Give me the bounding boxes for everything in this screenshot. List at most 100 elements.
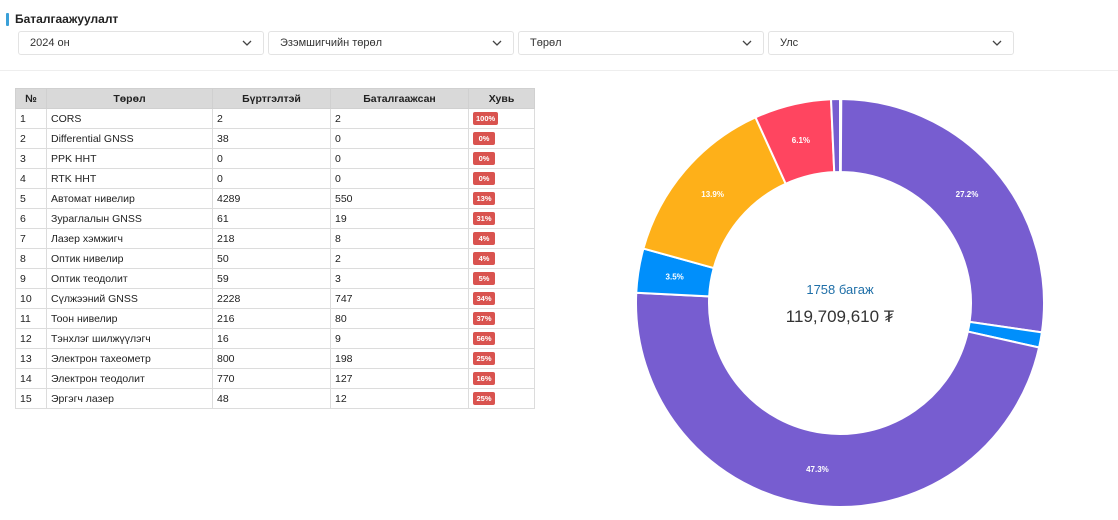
row-number-cell: 1 — [15, 108, 47, 129]
row-number-cell: 4 — [15, 168, 47, 189]
row-certified-cell: 2 — [330, 248, 469, 269]
row-registered-cell: 4289 — [212, 188, 331, 209]
row-registered-cell: 38 — [212, 128, 331, 149]
row-number-cell: 9 — [15, 268, 47, 289]
donut-slice[interactable] — [635, 291, 1041, 508]
row-number-cell: 7 — [15, 228, 47, 249]
ratio-badge: 4% — [473, 252, 495, 265]
row-number-cell: 11 — [15, 308, 47, 329]
year-select-value: 2024 он — [30, 37, 70, 49]
row-type-cell: Электрон тахеометр — [46, 348, 213, 369]
owner-type-select[interactable]: Эзэмшигчийн төрөл — [268, 31, 514, 55]
total-amount-label: 119,709,610 ₮ — [785, 307, 895, 326]
row-type-cell: Differential GNSS — [46, 128, 213, 149]
table-row: 1 CORS 2 2 100% — [15, 108, 535, 129]
row-ratio-cell: 100% — [468, 108, 535, 129]
slice-label: 27.2% — [956, 190, 979, 199]
row-number-cell: 15 — [15, 388, 47, 409]
row-ratio-cell: 25% — [468, 388, 535, 409]
chevron-down-icon — [242, 40, 252, 46]
table-header-row: № Төрөл Бүртгэлтэй Баталгаажсан Хувь — [15, 88, 535, 109]
row-number-cell: 6 — [15, 208, 47, 229]
table-row: 10 Сүлжээний GNSS 2228 747 34% — [15, 288, 535, 309]
row-registered-cell: 800 — [212, 348, 331, 369]
row-number-cell: 5 — [15, 188, 47, 209]
table-row: 15 Эргэгч лазер 48 12 25% — [15, 388, 535, 409]
donut-chart: 27.2% 47.3% 3.5% 13.9% 6.1% — [635, 97, 1045, 508]
row-number-cell: 8 — [15, 248, 47, 269]
filter-bar: 2024 он Эзэмшигчийн төрөл Төрөл Улс — [18, 31, 1014, 55]
year-select[interactable]: 2024 он — [18, 31, 264, 55]
table-row: 6 Зураглалын GNSS 61 19 31% — [15, 208, 535, 229]
row-type-cell: Эргэгч лазер — [46, 388, 213, 409]
ratio-badge: 0% — [473, 152, 495, 165]
row-number-cell: 13 — [15, 348, 47, 369]
chevron-down-icon — [742, 40, 752, 46]
row-type-cell: Зураглалын GNSS — [46, 208, 213, 229]
table-row: 3 PPK ННТ 0 0 0% — [15, 148, 535, 169]
row-type-cell: Оптик теодолит — [46, 268, 213, 289]
row-type-cell: RTK ННТ — [46, 168, 213, 189]
instrument-count-label: 1758 багаж — [806, 282, 874, 297]
section-header: Баталгаажуулалт — [6, 12, 118, 26]
table-row: 2 Differential GNSS 38 0 0% — [15, 128, 535, 149]
column-header-certified: Баталгаажсан — [330, 88, 469, 109]
ratio-badge: 16% — [473, 372, 495, 385]
type-select[interactable]: Төрөл — [518, 31, 764, 55]
ratio-badge: 56% — [473, 332, 495, 345]
row-ratio-cell: 4% — [468, 228, 535, 249]
ratio-badge: 31% — [473, 212, 495, 225]
type-select-value: Төрөл — [530, 37, 562, 49]
row-certified-cell: 198 — [330, 348, 469, 369]
ratio-badge: 0% — [473, 172, 495, 185]
row-number-cell: 3 — [15, 148, 47, 169]
row-ratio-cell: 37% — [468, 308, 535, 329]
ratio-badge: 13% — [473, 192, 495, 205]
chevron-down-icon — [992, 40, 1002, 46]
table-row: 14 Электрон теодолит 770 127 16% — [15, 368, 535, 389]
ratio-badge: 4% — [473, 232, 495, 245]
table-row: 13 Электрон тахеометр 800 198 25% — [15, 348, 535, 369]
row-registered-cell: 16 — [212, 328, 331, 349]
ratio-badge: 25% — [473, 392, 495, 405]
row-registered-cell: 770 — [212, 368, 331, 389]
slice-label: 13.9% — [701, 190, 724, 199]
row-registered-cell: 50 — [212, 248, 331, 269]
table-row: 12 Тэнхлэг шилжүүлэгч 16 9 56% — [15, 328, 535, 349]
certification-table: № Төрөл Бүртгэлтэй Баталгаажсан Хувь 1 CO… — [15, 88, 535, 409]
row-ratio-cell: 4% — [468, 248, 535, 269]
row-certified-cell: 80 — [330, 308, 469, 329]
row-certified-cell: 9 — [330, 328, 469, 349]
slice-label: 3.5% — [666, 272, 684, 281]
row-certified-cell: 747 — [330, 288, 469, 309]
row-registered-cell: 2228 — [212, 288, 331, 309]
row-type-cell: Автомат нивелир — [46, 188, 213, 209]
ratio-badge: 100% — [473, 112, 499, 125]
donut-slice[interactable] — [829, 97, 841, 174]
row-certified-cell: 8 — [330, 228, 469, 249]
country-select[interactable]: Улс — [768, 31, 1014, 55]
row-certified-cell: 0 — [330, 168, 469, 189]
donut-slice[interactable] — [839, 97, 1045, 334]
ratio-badge: 34% — [473, 292, 495, 305]
row-registered-cell: 61 — [212, 208, 331, 229]
row-ratio-cell: 34% — [468, 288, 535, 309]
title-marker-icon — [6, 12, 9, 26]
country-select-value: Улс — [780, 37, 799, 49]
row-type-cell: Лазер хэмжигч — [46, 228, 213, 249]
table-row: 8 Оптик нивелир 50 2 4% — [15, 248, 535, 269]
row-number-cell: 14 — [15, 368, 47, 389]
row-certified-cell: 550 — [330, 188, 469, 209]
table-row: 5 Автомат нивелир 4289 550 13% — [15, 188, 535, 209]
row-ratio-cell: 56% — [468, 328, 535, 349]
row-number-cell: 10 — [15, 288, 47, 309]
row-registered-cell: 218 — [212, 228, 331, 249]
row-type-cell: Тоон нивелир — [46, 308, 213, 329]
row-ratio-cell: 0% — [468, 128, 535, 149]
ratio-badge: 37% — [473, 312, 495, 325]
table-row: 7 Лазер хэмжигч 218 8 4% — [15, 228, 535, 249]
column-header-ratio: Хувь — [468, 88, 535, 109]
slice-label: 6.1% — [792, 136, 810, 145]
row-registered-cell: 0 — [212, 148, 331, 169]
owner-type-select-value: Эзэмшигчийн төрөл — [280, 37, 383, 49]
